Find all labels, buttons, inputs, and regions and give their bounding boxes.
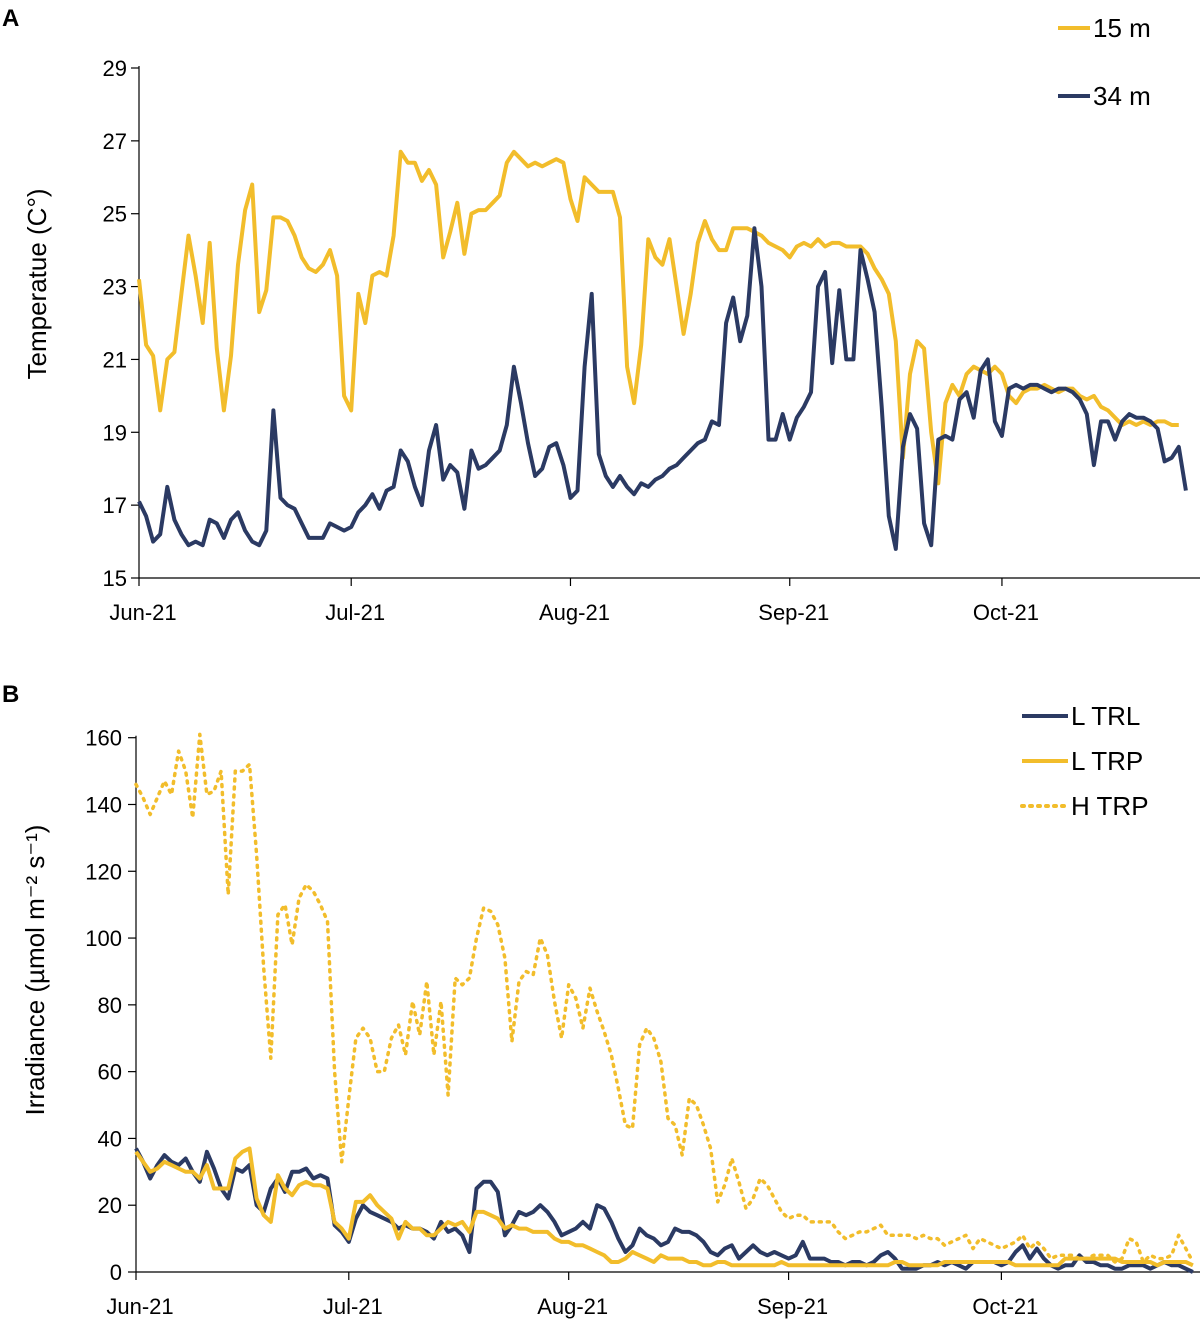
panel-label-b: B [2, 681, 19, 708]
panel-b-y-tick-label: 140 [85, 792, 122, 817]
panel-a-axes: 15 17 19 21 23 25 27 29 Jun-21 Jul-21 Aug-21 Sep-21… [103, 56, 1200, 625]
panel-b-x-tick-label: Jun-21 [106, 1294, 173, 1319]
panel-b-x-tick-label: Sep-21 [757, 1294, 828, 1319]
panel-b-axes: 0 20 40 60 80 100 120 140 160 Jun-21 Jul-21 Aug-21 S… [85, 726, 1200, 1319]
panel-a-series-line-15-m [137, 149, 1179, 486]
panel-b-y-axis-title: Irradiance (µmol m⁻² s⁻¹) [20, 825, 50, 1116]
legend-label-15m: 15 m [1093, 13, 1151, 43]
panel-a-y-tick-label: 25 [103, 202, 127, 227]
panel-a-y-axis-title: Temperatue (C°) [22, 188, 52, 379]
panel-b-legend: L TRL L TRP H TRP [1020, 701, 1149, 821]
panel-a-y-tick-label: 19 [103, 420, 127, 445]
panel-a-y-tick-label: 29 [103, 56, 127, 81]
panel-b-y-tick-label: 100 [85, 926, 122, 951]
panel-b-y-tick-label: 0 [110, 1260, 122, 1285]
panel-b-series-line-l-trp [134, 1146, 1194, 1268]
panel-b-y-tick-label: 120 [85, 859, 122, 884]
panel-b-y-tick-label: 60 [98, 1060, 122, 1085]
panel-a-legend: 15 m 34 m [1058, 13, 1151, 111]
panel-a-x-tick-label: Jun-21 [109, 600, 176, 625]
panel-b-y-tick-label: 20 [98, 1193, 122, 1218]
panel-b-series-line-h-trp [134, 732, 1195, 1264]
panel-a-x-tick-label: Oct-21 [973, 600, 1039, 625]
panel-a-y-tick-label: 17 [103, 493, 127, 518]
panel-b-x-tick-label: Aug-21 [537, 1294, 608, 1319]
legend-label-l-trp: L TRP [1071, 746, 1143, 776]
panel-b-x-tick-label: Jul-21 [323, 1294, 383, 1319]
panel-b-y-tick-label: 40 [98, 1126, 122, 1151]
legend-label-h-trp: H TRP [1071, 791, 1149, 821]
panel-a-x-tick-label: Sep-21 [758, 600, 829, 625]
panel-b-y-tick-label: 160 [85, 726, 122, 751]
panel-a-x-tick-label: Jul-21 [325, 600, 385, 625]
panel-a-x-tick-label: Aug-21 [539, 600, 610, 625]
panel-b-y-tick-label: 80 [98, 993, 122, 1018]
legend-label-34m: 34 m [1093, 81, 1151, 111]
panel-b-x-tick-label: Oct-21 [972, 1294, 1038, 1319]
panel-a-temperature-chart: A Temperatue (C°) 15 17 19 21 23 25 27 29 Jun-21… [2, 5, 1200, 625]
panel-a-y-tick-label: 23 [103, 275, 127, 300]
panel-a-series-line-34-m [137, 226, 1188, 551]
panel-b-series-line-l-trl [134, 1147, 1194, 1274]
panel-b-series [134, 732, 1195, 1274]
panel-a-y-tick-label: 27 [103, 129, 127, 154]
panel-b-irradiance-chart: B Irradiance (µmol m⁻² s⁻¹) 0 20 40 60 80 100… [2, 681, 1200, 1319]
panel-a-y-tick-label: 21 [103, 347, 127, 372]
panel-a-y-tick-label: 15 [103, 566, 127, 591]
legend-label-l-trl: L TRL [1071, 701, 1140, 731]
panel-a-series [137, 149, 1188, 551]
panel-label-a: A [2, 5, 19, 32]
